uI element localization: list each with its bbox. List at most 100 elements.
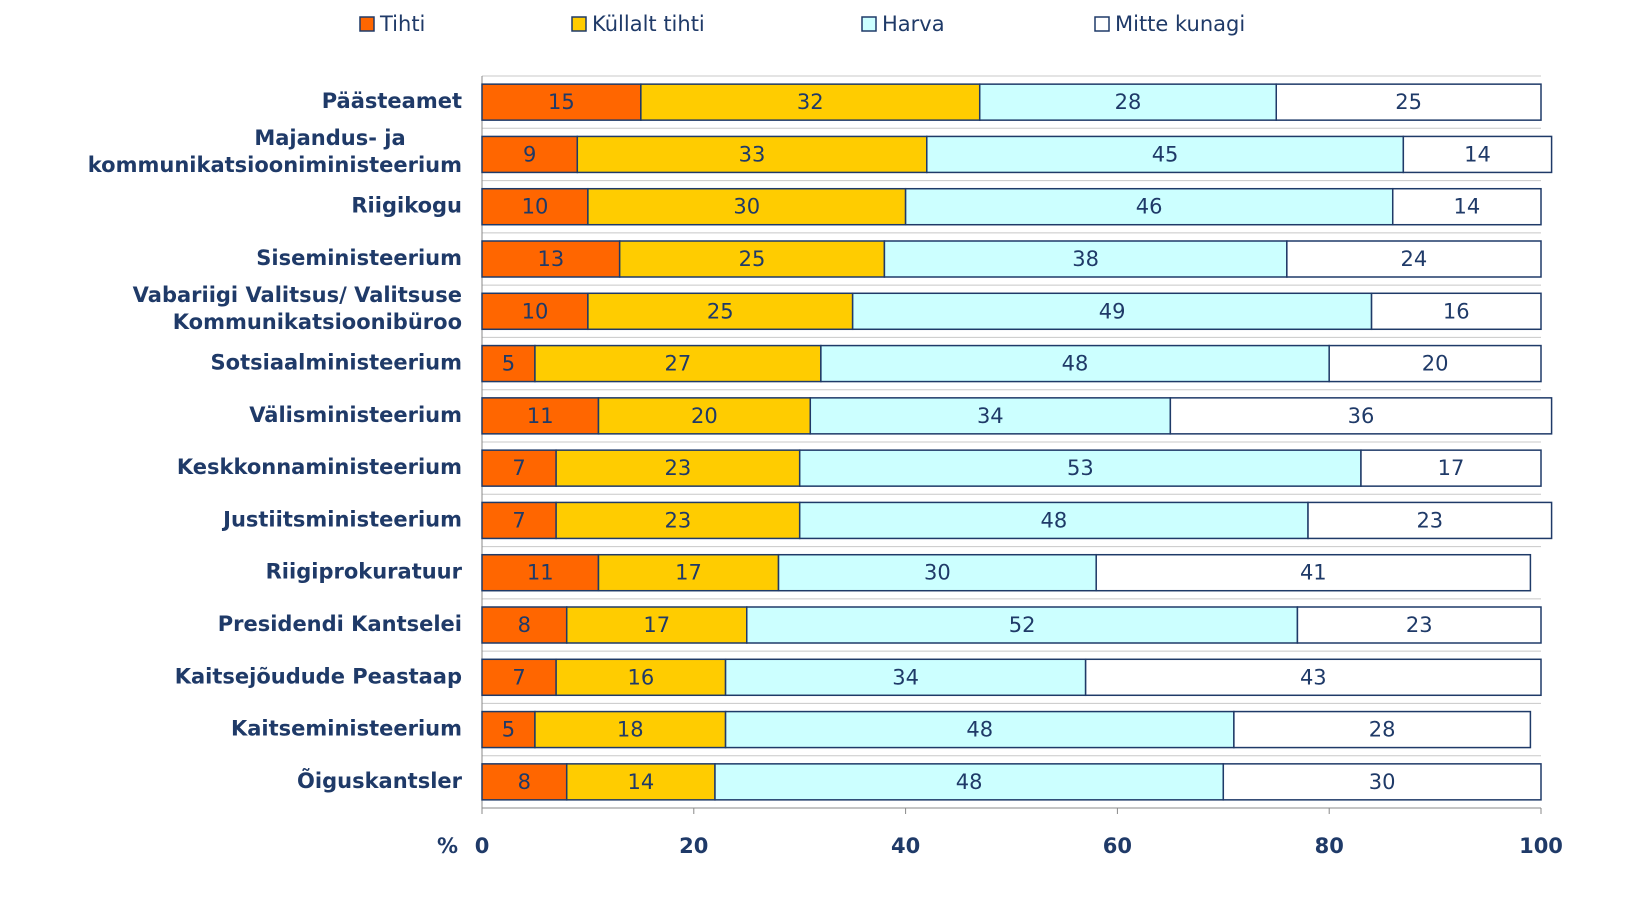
- bar-segment: [555, 501, 801, 540]
- legend-swatch: [571, 16, 587, 32]
- value-label: 7: [512, 456, 525, 480]
- bar-segment: [534, 344, 822, 383]
- bar-segment: [565, 606, 748, 644]
- value-label: 13: [537, 247, 564, 271]
- bar-segment: [555, 449, 801, 487]
- bar-segment: [481, 763, 568, 801]
- value-label: 30: [733, 195, 760, 219]
- value-label: 34: [892, 665, 919, 689]
- category-label: Sotsiaalministeerium: [211, 351, 462, 375]
- x-tick-label: 40: [891, 834, 920, 858]
- bar-segment: [481, 292, 589, 331]
- value-label: 20: [1422, 352, 1449, 376]
- value-label: 16: [1443, 299, 1470, 323]
- value-label: 38: [1072, 247, 1099, 271]
- value-label: 5: [502, 352, 515, 376]
- bar-segment: [1370, 292, 1542, 331]
- x-axis-label: %: [437, 834, 458, 858]
- x-tick-label: 20: [679, 834, 708, 858]
- legend-label: Küllalt tihti: [592, 12, 705, 36]
- value-label: 34: [977, 404, 1004, 428]
- value-label: 49: [1099, 299, 1126, 323]
- legend-swatch: [359, 16, 375, 32]
- legend-label: Tihti: [379, 12, 425, 36]
- bar-segment: [1360, 449, 1542, 487]
- bar-segment: [1084, 658, 1542, 697]
- value-label: 32: [797, 90, 824, 114]
- bar-segment: [618, 240, 886, 278]
- value-label: 24: [1401, 247, 1428, 271]
- category-label: Riigiprokuratuur: [266, 560, 463, 584]
- value-label: 11: [527, 404, 554, 428]
- bar-segment: [597, 553, 780, 592]
- category-label: Välisministeerium: [249, 403, 462, 427]
- value-label: 25: [739, 247, 766, 271]
- bar-segment: [481, 135, 579, 174]
- value-label: 14: [1454, 195, 1481, 219]
- value-label: 41: [1300, 561, 1327, 585]
- value-label: 23: [665, 508, 692, 532]
- value-label: 30: [924, 561, 951, 585]
- value-label: 48: [1062, 352, 1089, 376]
- value-label: 10: [522, 299, 549, 323]
- bar-segment: [746, 606, 1299, 644]
- category-label: Presidendi Kantselei: [218, 612, 462, 636]
- value-label: 30: [1369, 770, 1396, 794]
- bar-segment: [576, 135, 928, 174]
- x-tick-label: 80: [1315, 834, 1344, 858]
- bar-segment: [926, 135, 1405, 174]
- bar-segment: [640, 83, 981, 121]
- legend-label: Mitte kunagi: [1115, 12, 1245, 36]
- bar-segment: [1095, 553, 1532, 592]
- bar-segment: [777, 553, 1097, 592]
- value-label: 48: [1040, 508, 1067, 532]
- category-label: Päästeamet: [322, 89, 462, 113]
- value-label: 23: [1416, 508, 1443, 532]
- value-label: 18: [617, 718, 644, 742]
- bar-segment: [1169, 397, 1553, 435]
- value-label: 15: [548, 90, 575, 114]
- value-label: 10: [522, 195, 549, 219]
- value-label: 23: [1406, 613, 1433, 637]
- value-label: 48: [956, 770, 983, 794]
- bar-segment: [724, 710, 1235, 749]
- value-label: 25: [1395, 90, 1422, 114]
- category-label: Siseministeerium: [256, 246, 462, 270]
- category-label: Kaitsejõudude Peastaap: [175, 664, 462, 688]
- value-label: 8: [518, 613, 531, 637]
- category-label: Keskkonnaministeerium: [177, 455, 462, 479]
- bar-segment: [978, 83, 1277, 121]
- value-label: 17: [1438, 456, 1465, 480]
- value-label: 14: [1464, 142, 1491, 166]
- value-label: 17: [675, 561, 702, 585]
- category-label: Vabariigi Valitsus/ Valitsuse Kommunikats…: [133, 283, 462, 334]
- bar-segment: [597, 397, 812, 435]
- bar-segment: [555, 658, 727, 697]
- value-label: 28: [1115, 90, 1142, 114]
- value-label: 33: [739, 142, 766, 166]
- value-label: 53: [1067, 456, 1094, 480]
- value-label: 20: [691, 404, 718, 428]
- value-label: 43: [1300, 665, 1327, 689]
- value-label: 5: [502, 718, 515, 742]
- bar-segment: [714, 763, 1225, 801]
- value-label: 14: [627, 770, 654, 794]
- bar-segment: [1402, 135, 1553, 174]
- bar-segment: [481, 83, 642, 121]
- value-label: 9: [523, 142, 536, 166]
- value-label: 11: [527, 561, 554, 585]
- bar-segment: [534, 710, 727, 749]
- value-label: 16: [627, 665, 654, 689]
- value-label: 17: [643, 613, 670, 637]
- value-label: 23: [665, 456, 692, 480]
- bar-segment: [1307, 501, 1553, 540]
- bar-segment: [481, 710, 536, 749]
- bar-segment: [883, 240, 1288, 278]
- bar-segment: [481, 397, 600, 435]
- value-label: 28: [1369, 718, 1396, 742]
- bar-segment: [1391, 187, 1542, 226]
- bar-segment: [1233, 710, 1532, 749]
- bar-segment: [481, 658, 557, 697]
- bar-segment: [1328, 344, 1542, 383]
